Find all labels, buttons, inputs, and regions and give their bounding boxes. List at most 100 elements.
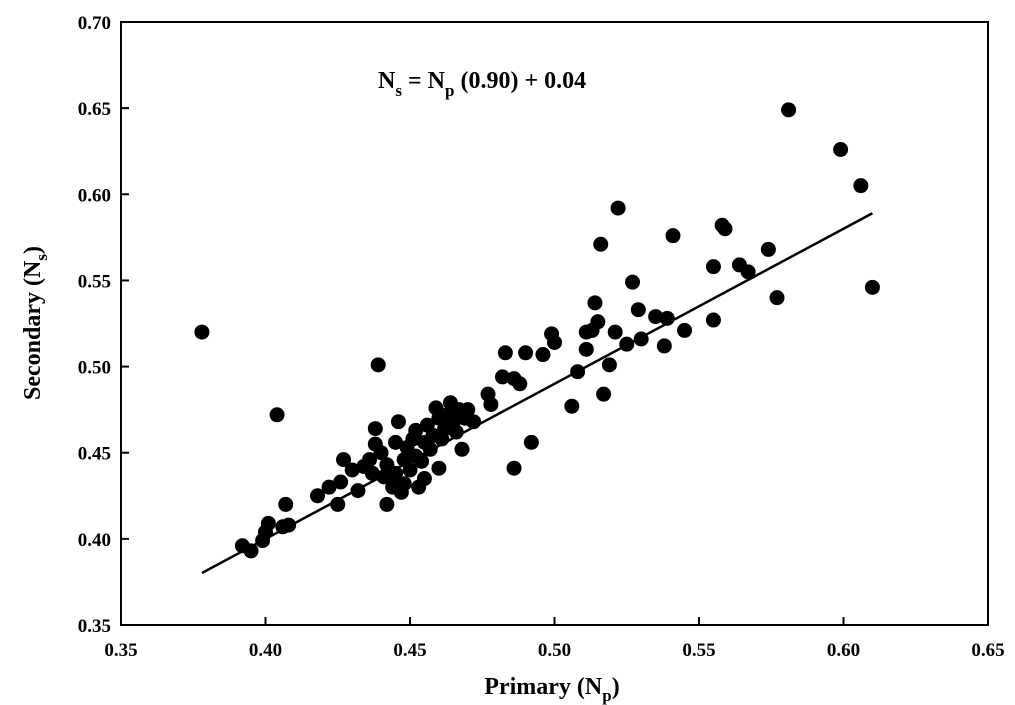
data-point (431, 460, 447, 476)
y-tick-label: 0.45 (78, 444, 111, 465)
data-point (677, 322, 693, 338)
data-point (578, 341, 594, 357)
x-tick-label: 0.50 (538, 640, 571, 661)
x-axis-title-main: Primary (N (484, 674, 603, 700)
data-point (373, 445, 389, 461)
data-point (344, 462, 360, 478)
data-point (659, 310, 675, 326)
data-point (408, 422, 424, 438)
data-point (497, 345, 513, 361)
data-point (350, 483, 366, 499)
data-point (362, 452, 378, 468)
data-point (260, 515, 276, 531)
data-point (379, 496, 395, 512)
data-point (367, 421, 383, 437)
data-point (833, 141, 849, 157)
data-point (590, 314, 606, 330)
data-point (570, 364, 586, 380)
data-point (587, 295, 603, 311)
y-axis-title-close: ) (20, 246, 46, 254)
data-point (388, 434, 404, 450)
regression-line (201, 212, 873, 575)
y-tick-label: 0.55 (78, 271, 111, 292)
x-tick-label: 0.65 (971, 640, 1004, 661)
data-point (376, 469, 392, 485)
data-point (633, 331, 649, 347)
y-tick-label: 0.70 (78, 13, 111, 34)
data-point (619, 336, 635, 352)
data-point (760, 241, 776, 257)
data-point (564, 398, 580, 414)
data-point (483, 396, 499, 412)
x-tick-label: 0.35 (104, 640, 137, 661)
data-point (414, 453, 430, 469)
data-point (506, 460, 522, 476)
data-point (625, 274, 641, 290)
equation-equals-np: = N (402, 68, 446, 94)
data-point (396, 476, 412, 492)
data-point (518, 345, 534, 361)
y-axis-title-subscript: s (32, 254, 51, 261)
data-point (607, 324, 623, 340)
data-point (333, 474, 349, 490)
x-tick-label: 0.45 (393, 640, 426, 661)
data-point (494, 369, 510, 385)
data-point (278, 496, 294, 512)
y-tick-label: 0.35 (78, 616, 111, 637)
x-tick-label: 0.55 (682, 640, 715, 661)
equation-annotation: Ns = Np (0.90) + 0.04 (378, 68, 586, 100)
data-point (310, 488, 326, 504)
data-point (388, 465, 404, 481)
data-point (390, 414, 406, 430)
data-point (512, 376, 528, 392)
data-point (336, 452, 352, 468)
data-point (281, 517, 297, 533)
x-axis-title: Primary (Np) (484, 674, 619, 705)
data-point (194, 324, 210, 340)
plot-frame (120, 21, 989, 626)
y-axis-title: Secondary (Ns) (20, 246, 51, 400)
x-axis-title-close: ) (612, 674, 620, 700)
data-points (194, 102, 880, 559)
x-axis-ticks: 0.35 0.40 0.45 0.50 0.55 0.60 0.65 (104, 617, 1005, 661)
equation-ns: N (378, 68, 396, 94)
data-point (448, 424, 464, 440)
data-point (648, 309, 664, 325)
data-point (523, 434, 539, 450)
y-tick-label: 0.60 (78, 185, 111, 206)
data-point (547, 334, 562, 350)
data-point (864, 279, 880, 295)
data-point (416, 471, 432, 487)
data-point (460, 402, 476, 418)
data-point (769, 290, 785, 306)
data-point (466, 414, 482, 430)
data-point (593, 236, 609, 252)
data-point (535, 347, 551, 363)
x-axis-title-subscript: p (602, 686, 611, 705)
data-point (269, 407, 285, 423)
data-point (665, 228, 681, 244)
data-point (596, 386, 612, 402)
data-point (243, 543, 259, 559)
equation-ns-subscript: s (395, 81, 402, 100)
x-tick-label: 0.40 (249, 640, 282, 661)
y-axis-title-main: Secondary (N (20, 260, 46, 400)
data-point (321, 479, 337, 495)
y-tick-label: 0.40 (78, 530, 111, 551)
y-axis-ticks: 0.35 0.40 0.45 0.50 0.55 0.60 0.65 0.70 (78, 13, 129, 637)
data-point (454, 441, 470, 457)
data-point (853, 178, 869, 194)
data-point (656, 338, 672, 354)
data-point (330, 496, 346, 512)
data-point (705, 312, 721, 328)
data-point (705, 259, 721, 275)
data-point (601, 357, 617, 373)
data-point (630, 302, 646, 318)
equation-coefficients: (0.90) + 0.04 (454, 68, 586, 94)
data-point (740, 264, 756, 280)
data-point (610, 200, 626, 216)
equation-np-subscript: p (445, 81, 454, 100)
y-tick-label: 0.65 (78, 99, 111, 120)
data-point (781, 102, 797, 118)
